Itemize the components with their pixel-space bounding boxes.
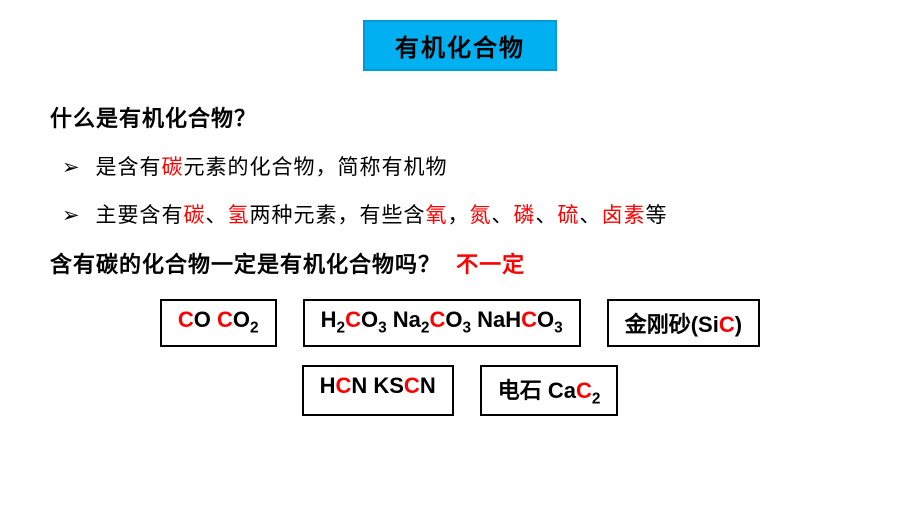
ft: 电石 Ca <box>498 378 576 403</box>
b2p7: 、 <box>579 204 601 227</box>
ft: O <box>361 307 378 332</box>
ft: O <box>194 307 217 332</box>
ft: N <box>420 373 436 398</box>
fs: 2 <box>592 390 601 407</box>
b2r3: 氧 <box>425 204 447 227</box>
ft: Na <box>387 307 421 332</box>
formula-box-carbonates: H2CO3 Na2CO3 NaHCO3 <box>303 299 581 347</box>
formula-box-co: CO CO2 <box>160 299 277 347</box>
formula-row-1: CO CO2 H2CO3 Na2CO3 NaHCO3 金刚砂(SiC) <box>50 299 870 347</box>
question-2: 含有碳的化合物一定是有机化合物吗？ 不一定 <box>50 247 870 279</box>
ft: NaH <box>471 307 521 332</box>
b2p4: ， <box>447 204 469 227</box>
fc: C <box>719 312 735 337</box>
b2p8: 等 <box>645 204 667 227</box>
fs: 2 <box>250 319 259 336</box>
bullet-2: ➢ 主要含有碳、氢两种元素，有些含氧，氮、磷、硫、卤素等 <box>62 199 870 229</box>
fc: C <box>576 378 592 403</box>
question2-text: 含有碳的化合物一定是有机化合物吗？ <box>50 252 441 277</box>
fc: C <box>217 307 233 332</box>
ft: H <box>321 307 337 332</box>
bullet1-text-post: 元素的化合物，简称有机物 <box>183 156 447 179</box>
ft: H <box>320 373 336 398</box>
title-box: 有机化合物 <box>363 20 557 71</box>
fc: C <box>521 307 537 332</box>
formula-box-sic: 金刚砂(SiC) <box>607 299 760 347</box>
slide-title: 有机化合物 <box>395 35 525 62</box>
fc: C <box>429 307 445 332</box>
b2p6: 、 <box>535 204 557 227</box>
answer-text: 不一定 <box>456 252 525 277</box>
b2p5: 、 <box>491 204 513 227</box>
b2r2: 氢 <box>227 204 249 227</box>
fc: C <box>404 373 420 398</box>
fs: 3 <box>378 319 387 336</box>
b2r6: 硫 <box>557 204 579 227</box>
formula-row-2: HCN KSCN 电石 CaC2 <box>50 365 870 416</box>
bullet-marker-icon: ➢ <box>62 155 81 180</box>
fs: 2 <box>337 319 346 336</box>
ft: N KS <box>351 373 404 398</box>
b2p3: 两种元素，有些含 <box>249 204 425 227</box>
fc: C <box>335 373 351 398</box>
ft: 金刚砂(Si <box>625 312 719 337</box>
bullet1-text-pre: 是含有 <box>95 156 161 179</box>
ft: O <box>233 307 250 332</box>
b2r1: 碳 <box>183 204 205 227</box>
fs: 3 <box>462 319 471 336</box>
bullet-1: ➢ 是含有碳元素的化合物，简称有机物 <box>62 151 870 181</box>
b2p2: 、 <box>205 204 227 227</box>
bullet-marker-icon: ➢ <box>62 203 81 228</box>
fc: C <box>345 307 361 332</box>
ft: ) <box>735 312 742 337</box>
b2r4: 氮 <box>469 204 491 227</box>
b2r7: 卤素 <box>601 204 645 227</box>
fs: 3 <box>554 319 563 336</box>
b2p1: 主要含有 <box>95 204 183 227</box>
ft: O <box>445 307 462 332</box>
formula-box-hcn: HCN KSCN <box>302 365 454 416</box>
fc: C <box>178 307 194 332</box>
bullet1-red: 碳 <box>161 156 183 179</box>
ft: O <box>537 307 554 332</box>
question-1: 什么是有机化合物？ <box>50 101 870 133</box>
formula-box-cac2: 电石 CaC2 <box>480 365 619 416</box>
b2r5: 磷 <box>513 204 535 227</box>
